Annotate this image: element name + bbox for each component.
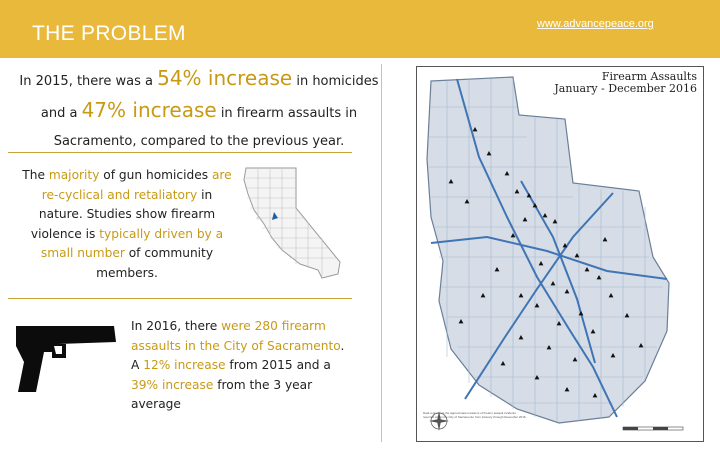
vertical-divider bbox=[381, 64, 382, 442]
compass-rose-icon bbox=[429, 411, 449, 431]
slide-title: THE PROBLEM bbox=[32, 22, 186, 45]
intro-line-3: Sacramento, compared to the previous yea… bbox=[53, 134, 345, 149]
map-legend-text: Data represents the approximate location… bbox=[423, 411, 527, 419]
map-title: Firearm Assaults January - December 2016 bbox=[554, 70, 697, 95]
assault-increase-stat: 47% increase bbox=[81, 98, 217, 122]
city-map-graphic bbox=[426, 76, 684, 431]
california-map-icon bbox=[243, 167, 341, 279]
handgun-icon bbox=[16, 326, 116, 392]
scale-bar-icon bbox=[622, 426, 684, 431]
divider-middle bbox=[8, 298, 352, 299]
homicide-increase-stat: 54% increase bbox=[157, 66, 293, 90]
divider-top bbox=[8, 152, 352, 153]
sacramento-map-icon: Firearm Assaults January - December 2016… bbox=[416, 66, 704, 442]
intro-line-2: and a 47% increase in firearm assaults i… bbox=[40, 98, 358, 122]
sacramento-marker bbox=[272, 212, 278, 220]
assault-markers bbox=[448, 127, 644, 398]
website-link[interactable]: www.advancepeace.org bbox=[537, 18, 654, 30]
header-bar bbox=[0, 0, 720, 58]
assault-stats-paragraph: In 2016, there were 280 firearm assaults… bbox=[131, 319, 345, 411]
intro-line-1: In 2015, there was a 54% increase in hom… bbox=[19, 66, 379, 90]
retaliation-paragraph: The majority of gun homicides are re-cyc… bbox=[22, 168, 232, 280]
intro-statement: In 2015, there was a 54% increase in hom… bbox=[12, 64, 386, 156]
